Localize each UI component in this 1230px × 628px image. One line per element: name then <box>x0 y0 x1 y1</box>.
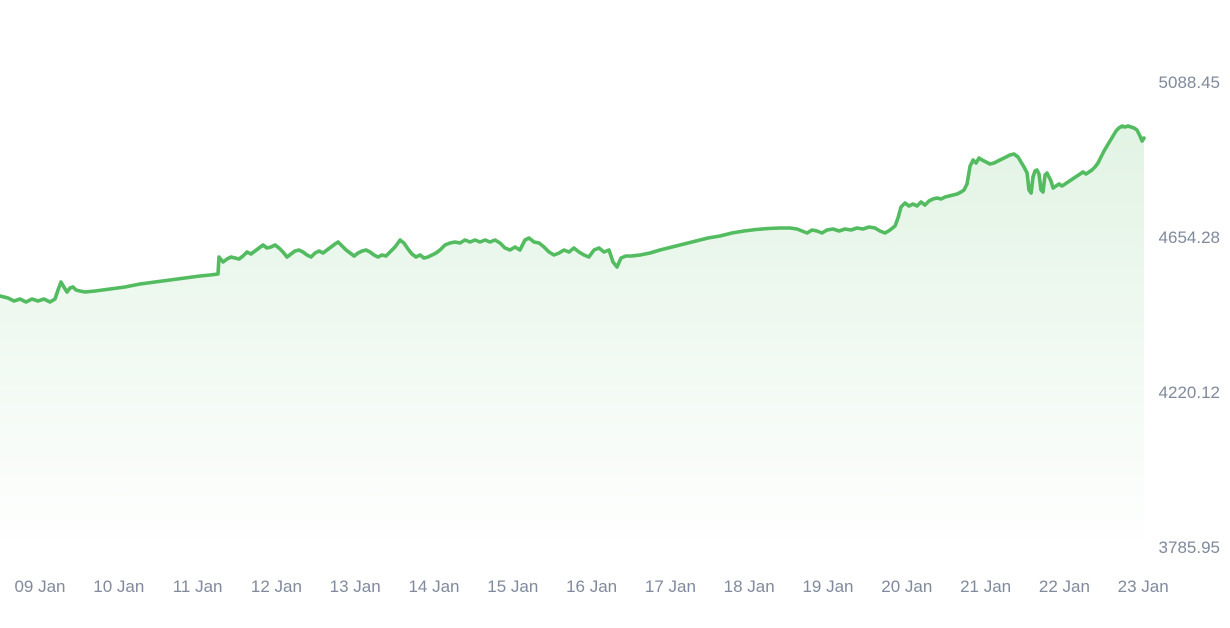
x-axis-label: 14 Jan <box>408 577 460 596</box>
y-axis-label: 5088.45 <box>1158 73 1220 92</box>
y-axis-label: 3785.95 <box>1158 538 1220 557</box>
price-line <box>0 124 1146 304</box>
x-axis-label: 11 Jan <box>172 577 223 596</box>
x-axis-label: 23 Jan <box>1117 577 1169 596</box>
y-axis-label: 4654.28 <box>1158 228 1220 247</box>
x-axis-label: 10 Jan <box>93 577 145 596</box>
x-axis-label: 15 Jan <box>487 577 539 596</box>
price-area <box>0 126 1144 560</box>
x-axis-label: 17 Jan <box>644 577 696 596</box>
x-axis-label: 19 Jan <box>802 577 854 596</box>
x-axis-label: 16 Jan <box>566 577 618 596</box>
x-axis-label: 21 Jan <box>960 577 1012 596</box>
x-axis-label: 22 Jan <box>1038 577 1090 596</box>
y-axis-label: 4220.12 <box>1158 383 1220 402</box>
x-axis-label: 12 Jan <box>250 577 302 596</box>
x-axis-label: 09 Jan <box>14 577 66 596</box>
x-axis-label: 20 Jan <box>881 577 933 596</box>
x-axis-label: 18 Jan <box>723 577 775 596</box>
x-axis-label: 13 Jan <box>329 577 381 596</box>
